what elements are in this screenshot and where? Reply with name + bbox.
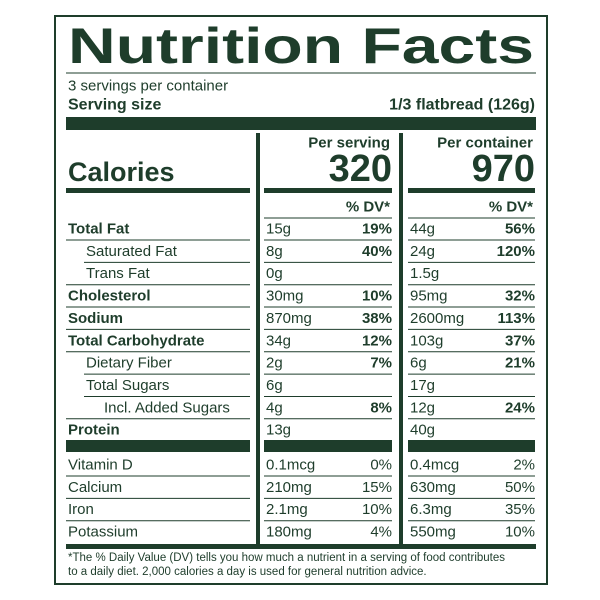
serving-amount: 6g <box>266 377 283 394</box>
serving-amount: 870mg <box>266 310 312 327</box>
serving-amount: 0g <box>266 265 283 282</box>
serving-amount: 15g <box>266 221 291 238</box>
container-dv: 35% <box>505 501 535 518</box>
thick-bar <box>66 117 536 130</box>
dv-header: % DV* <box>346 199 390 216</box>
serving-amount: 0.1mcg <box>266 457 315 474</box>
serving-dv: 40% <box>362 243 392 260</box>
serving-dv: 4% <box>370 524 392 541</box>
container-amount: 103g <box>410 332 443 349</box>
serving-dv: 10% <box>362 288 392 305</box>
nutrient-name: Dietary Fiber <box>86 355 172 372</box>
container-amount: 95mg <box>410 288 448 305</box>
serving-dv: 7% <box>370 355 392 372</box>
serving-amount: 30mg <box>266 288 304 305</box>
nutrient-name: Total Sugars <box>86 377 169 394</box>
serving-amount: 8g <box>266 243 283 260</box>
serving-amount: 2g <box>266 355 283 372</box>
nutrient-name: Sodium <box>68 310 123 327</box>
per-serving-header: Per serving <box>308 135 390 152</box>
container-amount: 630mg <box>410 479 456 496</box>
serving-dv: 19% <box>362 221 392 238</box>
bottom-bar <box>66 544 536 549</box>
nutrient-name: Potassium <box>68 524 138 541</box>
nutrient-name: Trans Fat <box>86 265 150 282</box>
nutrient-name: Protein <box>68 422 120 439</box>
container-amount: 6.3mg <box>410 501 452 518</box>
serving-dv: 0% <box>370 457 392 474</box>
container-amount: 1.5g <box>410 265 439 282</box>
container-amount: 6g <box>410 355 427 372</box>
footnote: *The % Daily Value (DV) tells you how mu… <box>68 552 505 564</box>
container-dv: 37% <box>505 332 535 349</box>
medium-bar <box>408 188 535 193</box>
medium-bar <box>66 188 250 193</box>
serving-amount: 34g <box>266 332 291 349</box>
container-dv: 10% <box>505 524 535 541</box>
container-dv: 50% <box>505 479 535 496</box>
nutrient-name: Calcium <box>68 479 122 496</box>
thick-bar <box>264 440 392 452</box>
serving-size-value: 1/3 flatbread (126g) <box>389 97 535 114</box>
serving-dv: 38% <box>362 310 392 327</box>
serving-amount: 13g <box>266 422 291 439</box>
container-dv: 56% <box>505 221 535 238</box>
serving-size-label: Serving size <box>68 97 161 114</box>
label-border <box>54 15 548 585</box>
nutrient-name: Total Fat <box>68 221 129 238</box>
serving-dv: 12% <box>362 332 392 349</box>
nutrient-name: Total Carbohydrate <box>68 332 204 349</box>
serving-dv: 10% <box>362 501 392 518</box>
thick-bar <box>408 440 535 452</box>
calories-container: 970 <box>472 148 535 190</box>
serving-dv: 15% <box>362 479 392 496</box>
container-amount: 44g <box>410 221 435 238</box>
column-divider <box>399 133 403 545</box>
nutrient-name: Vitamin D <box>68 457 133 474</box>
dv-header: % DV* <box>489 199 533 216</box>
container-amount: 550mg <box>410 524 456 541</box>
nutrient-name: Iron <box>68 501 94 518</box>
container-amount: 24g <box>410 243 435 260</box>
container-amount: 0.4mcg <box>410 457 459 474</box>
serving-amount: 180mg <box>266 524 312 541</box>
serving-amount: 210mg <box>266 479 312 496</box>
nutrient-name: Incl. Added Sugars <box>104 399 230 416</box>
container-amount: 17g <box>410 377 435 394</box>
serving-amount: 2.1mg <box>266 501 308 518</box>
nutrient-name: Cholesterol <box>68 288 151 305</box>
container-dv: 21% <box>505 355 535 372</box>
calories-serving: 320 <box>329 148 392 190</box>
container-dv: 24% <box>505 399 535 416</box>
container-dv: 120% <box>497 243 535 260</box>
thick-bar <box>66 440 250 452</box>
serving-amount: 4g <box>266 399 283 416</box>
container-amount: 2600mg <box>410 310 464 327</box>
container-dv: 32% <box>505 288 535 305</box>
serving-dv: 8% <box>370 399 392 416</box>
calories-label: Calories <box>68 157 175 187</box>
per-container-header: Per container <box>437 135 533 152</box>
medium-bar <box>264 188 392 193</box>
container-dv: 2% <box>513 457 535 474</box>
container-amount: 40g <box>410 422 435 439</box>
container-amount: 12g <box>410 399 435 416</box>
container-dv: 113% <box>497 310 535 327</box>
footnote: to a daily diet. 2,000 calories a day is… <box>68 566 427 578</box>
nutrient-name: Saturated Fat <box>86 243 178 260</box>
column-divider <box>256 133 260 545</box>
title: Nutrition Facts <box>68 18 534 74</box>
servings: 3 servings per container <box>68 78 228 95</box>
